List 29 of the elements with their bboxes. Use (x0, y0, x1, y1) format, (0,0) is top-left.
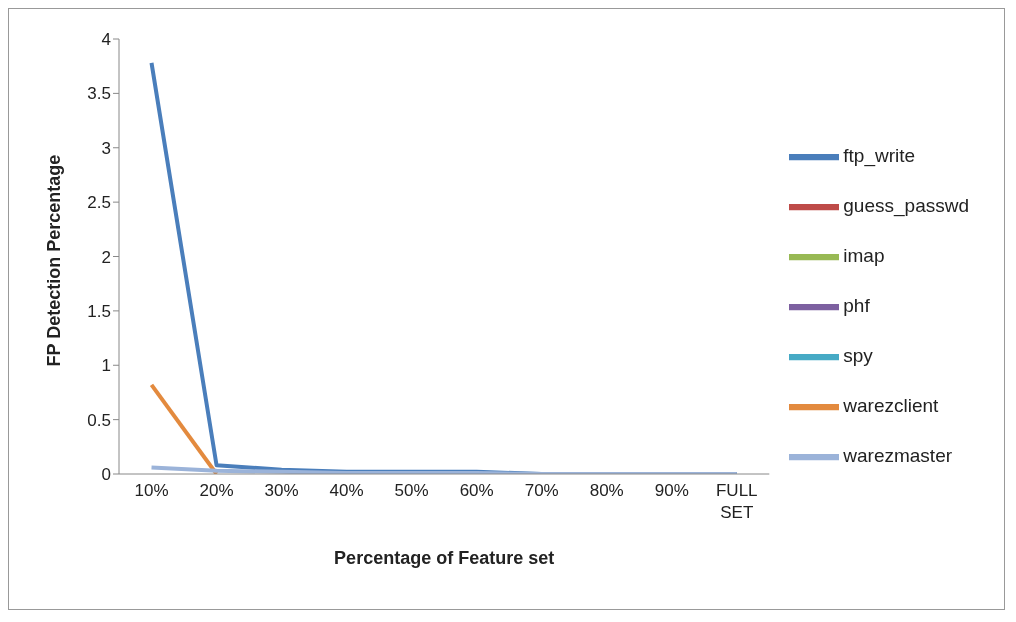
x-tick-label: 10% (134, 481, 169, 500)
x-tick-label: 60% (459, 481, 494, 500)
legend-label: spy (843, 344, 873, 366)
x-tick-label: 20% (199, 481, 234, 500)
y-tick-label: 4 (101, 30, 111, 50)
legend-label: warezclient (843, 394, 939, 416)
y-tick-label: 1.5 (87, 301, 111, 321)
y-tick-label: 0.5 (87, 410, 111, 430)
x-tick-label: 90% (654, 481, 689, 500)
y-axis-title: FP Detection Percentage (44, 154, 65, 367)
x-axis-title: Percentage of Feature set (334, 548, 555, 568)
y-tick-label: 2 (101, 247, 111, 267)
x-tick-label: 50% (394, 481, 429, 500)
legend-label: imap (843, 244, 885, 266)
x-tick-label: FULL SET (715, 481, 758, 522)
legend-label: ftp_write (843, 144, 916, 166)
line-series (149, 465, 739, 474)
y-tick-label: 2.5 (87, 193, 111, 213)
x-tick-label: 40% (329, 481, 364, 500)
legend-label: warezmaster (843, 444, 953, 466)
y-tick-label: 3.5 (87, 84, 111, 104)
y-tick-label: 3 (101, 138, 111, 158)
y-tick-label: 1 (101, 356, 111, 376)
x-tick-label: 80% (589, 481, 624, 500)
y-tick-label: 0 (101, 465, 111, 485)
x-tick-label: 30% (264, 481, 299, 500)
x-tick-label: 70% (524, 481, 559, 500)
legend-label: phf (843, 294, 870, 316)
legend-label: guess_passwd (843, 194, 969, 216)
